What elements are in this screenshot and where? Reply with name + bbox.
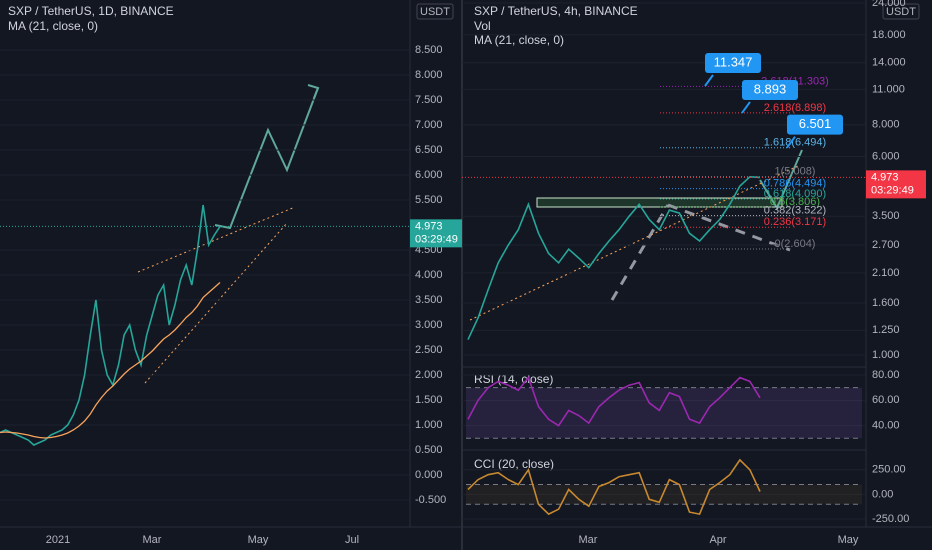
callout-label: 11.347: [714, 54, 753, 69]
fib-label: 1(5.008): [775, 165, 816, 177]
callout-pointer: [704, 74, 714, 87]
x-tick-label: May: [838, 534, 859, 546]
fib-label: 0.382(3.522): [764, 204, 826, 216]
cci-title: CCI (20, close): [474, 457, 554, 471]
volume-label: Vol: [474, 19, 491, 33]
series-line: [467, 458, 761, 516]
x-tick-label: Mar: [579, 534, 598, 546]
callout-label: 8.893: [754, 81, 787, 96]
fib-label: 0.618(4.090): [764, 188, 826, 200]
unit-label: USDT: [420, 6, 450, 18]
y-tick-label: 40.00: [872, 419, 900, 431]
price-badge-label: 4.973: [871, 171, 899, 183]
y-tick-label: 250.00: [872, 464, 906, 476]
y-tick-label: 3.500: [872, 210, 900, 222]
price-badge: [866, 170, 926, 199]
y-tick-label: 11.000: [872, 83, 905, 95]
series-line: [0, 204, 221, 446]
y-tick-label: 8.000: [415, 69, 443, 81]
trendline: [144, 222, 288, 384]
unit-box: [882, 3, 920, 20]
y-tick-label: 60.00: [872, 394, 900, 406]
resistance-zone: [536, 197, 783, 208]
dashed-trend: [610, 204, 670, 301]
y-tick-label: 18.000: [872, 29, 906, 41]
y-tick-label: -250.00: [872, 513, 909, 525]
timer-label: 03:29:49: [871, 184, 914, 196]
y-tick-label: 2.100: [872, 267, 900, 279]
y-tick-label: 0.00: [872, 488, 893, 500]
band-fill: [466, 484, 862, 505]
fib-label: 0.236(3.171): [764, 216, 826, 228]
x-tick-label: 2021: [46, 534, 70, 546]
fib-label: 0.5(3.806): [770, 196, 820, 208]
y-tick-label: 80.00: [872, 369, 900, 381]
y-tick-label: 4.000: [415, 269, 443, 281]
y-tick-label: 2.500: [415, 344, 443, 356]
indicator-label: MA (21, close, 0): [474, 33, 564, 47]
y-tick-label: 14.000: [872, 57, 906, 69]
x-tick-label: Jul: [345, 534, 359, 546]
y-tick-label: 1.000: [872, 349, 900, 361]
y-tick-label: 8.000: [872, 119, 900, 131]
fib-label: 1.618(6.494): [764, 137, 826, 149]
y-tick-label: 8.500: [415, 44, 443, 56]
callout-box: [742, 79, 798, 100]
fib-label: 0(2.604): [775, 238, 816, 250]
trendline: [137, 206, 296, 273]
unit-box: [416, 3, 454, 20]
series-line: [467, 375, 761, 427]
rsi-title: RSI (14, close): [474, 372, 553, 386]
y-tick-label: 24.000: [872, 0, 906, 9]
y-tick-label: 6.500: [415, 144, 443, 156]
y-tick-label: 7.000: [415, 119, 443, 131]
chart-title: SXP / TetherUS, 4h, BINANCE: [474, 4, 638, 18]
price-badge: [410, 219, 462, 248]
y-tick-label: 0.000: [415, 469, 443, 481]
arrow-head: [307, 84, 320, 99]
unit-label: USDT: [886, 6, 916, 18]
trendline: [469, 164, 801, 321]
callout-box: [787, 114, 843, 135]
series-line: [467, 175, 761, 340]
y-tick-label: 1.250: [872, 324, 900, 336]
y-tick-label: 2.000: [415, 369, 443, 381]
price-badge-label: 4.973: [415, 220, 443, 232]
y-tick-label: 6.000: [872, 150, 900, 162]
band-fill: [466, 387, 862, 439]
callout-pointer: [741, 101, 751, 114]
chart-title: SXP / TetherUS, 1D, BINANCE: [8, 4, 174, 18]
fib-label: 0.786(4.494): [764, 177, 826, 189]
indicator-label: MA (21, close, 0): [8, 19, 98, 33]
series-line: [0, 282, 221, 439]
callout-box: [705, 52, 761, 73]
timer-label: 03:29:49: [415, 233, 458, 245]
y-tick-label: 6.000: [415, 169, 443, 181]
y-tick-label: 2.700: [872, 239, 900, 251]
x-tick-label: May: [248, 534, 269, 546]
dashed-trend: [667, 203, 791, 252]
y-tick-label: 3.000: [415, 319, 443, 331]
projection-path: [759, 149, 803, 211]
y-tick-label: 3.500: [415, 294, 443, 306]
x-tick-label: Apr: [709, 534, 726, 546]
callout-pointer: [786, 136, 796, 149]
projection-path: [214, 87, 319, 230]
callout-label: 6.501: [799, 116, 832, 131]
y-tick-label: 5.500: [415, 194, 443, 206]
y-tick-label: 1.000: [415, 419, 443, 431]
y-tick-label: 1.500: [415, 394, 443, 406]
y-tick-label: 0.500: [415, 444, 443, 456]
x-tick-label: Mar: [143, 534, 162, 546]
y-tick-label: 1.600: [872, 297, 900, 309]
fib-label: 2.618(8.898): [764, 102, 826, 114]
y-tick-label: 7.500: [415, 94, 443, 106]
y-tick-label: -0.500: [415, 494, 446, 506]
